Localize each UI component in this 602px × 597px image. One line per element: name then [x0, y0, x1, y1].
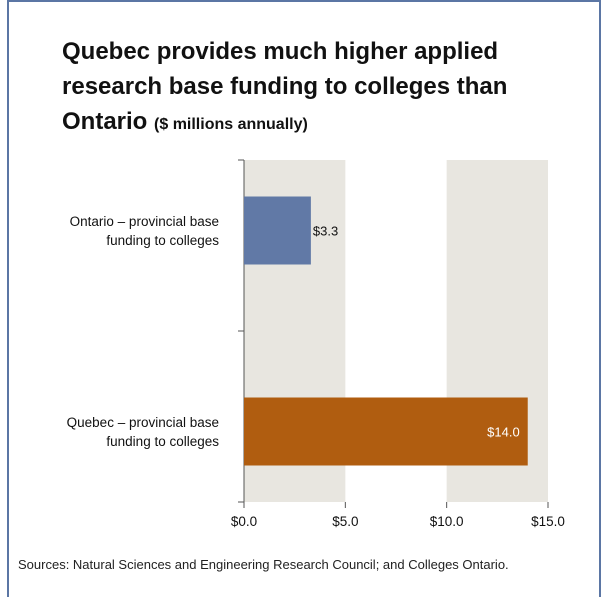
x-tick-label: $10.0	[430, 514, 464, 529]
bar	[244, 196, 311, 265]
x-tick-label: $15.0	[531, 514, 565, 529]
chart-frame	[7, 0, 601, 597]
category-label: Quebec – provincial base	[67, 415, 219, 430]
category-label: funding to colleges	[106, 434, 219, 449]
title-main: Quebec provides much higher applied rese…	[62, 38, 508, 135]
x-tick-label: $0.0	[231, 514, 257, 529]
bar-value-label: $3.3	[313, 224, 338, 239]
bar-value-label: $14.0	[487, 425, 520, 440]
category-label: funding to colleges	[106, 233, 219, 248]
source-note: Sources: Natural Sciences and Engineerin…	[18, 557, 509, 572]
category-label: Ontario – provincial base	[70, 214, 219, 229]
x-tick-label: $5.0	[332, 514, 358, 529]
bar	[244, 397, 528, 466]
chart-title: Quebec provides much higher applied rese…	[62, 34, 582, 142]
title-unit: ($ millions annually)	[154, 116, 308, 133]
